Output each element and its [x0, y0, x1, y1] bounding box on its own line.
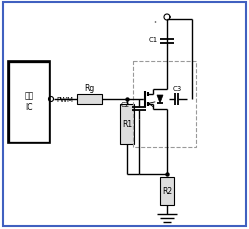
Text: R1: R1: [122, 120, 132, 129]
Bar: [160, 177, 174, 205]
Text: Rg: Rg: [84, 84, 95, 93]
Bar: [120, 105, 134, 144]
Bar: [133, 62, 196, 147]
Text: IC: IC: [25, 103, 33, 112]
Text: C1: C1: [149, 37, 158, 43]
Text: 电源: 电源: [24, 91, 34, 100]
Bar: [8, 62, 50, 143]
Bar: [10, 64, 48, 141]
Text: C2: C2: [121, 101, 130, 108]
Text: PWM: PWM: [57, 97, 73, 103]
Polygon shape: [157, 95, 163, 104]
Text: C3: C3: [172, 86, 182, 92]
Text: R2: R2: [162, 187, 172, 196]
Bar: [77, 95, 102, 105]
